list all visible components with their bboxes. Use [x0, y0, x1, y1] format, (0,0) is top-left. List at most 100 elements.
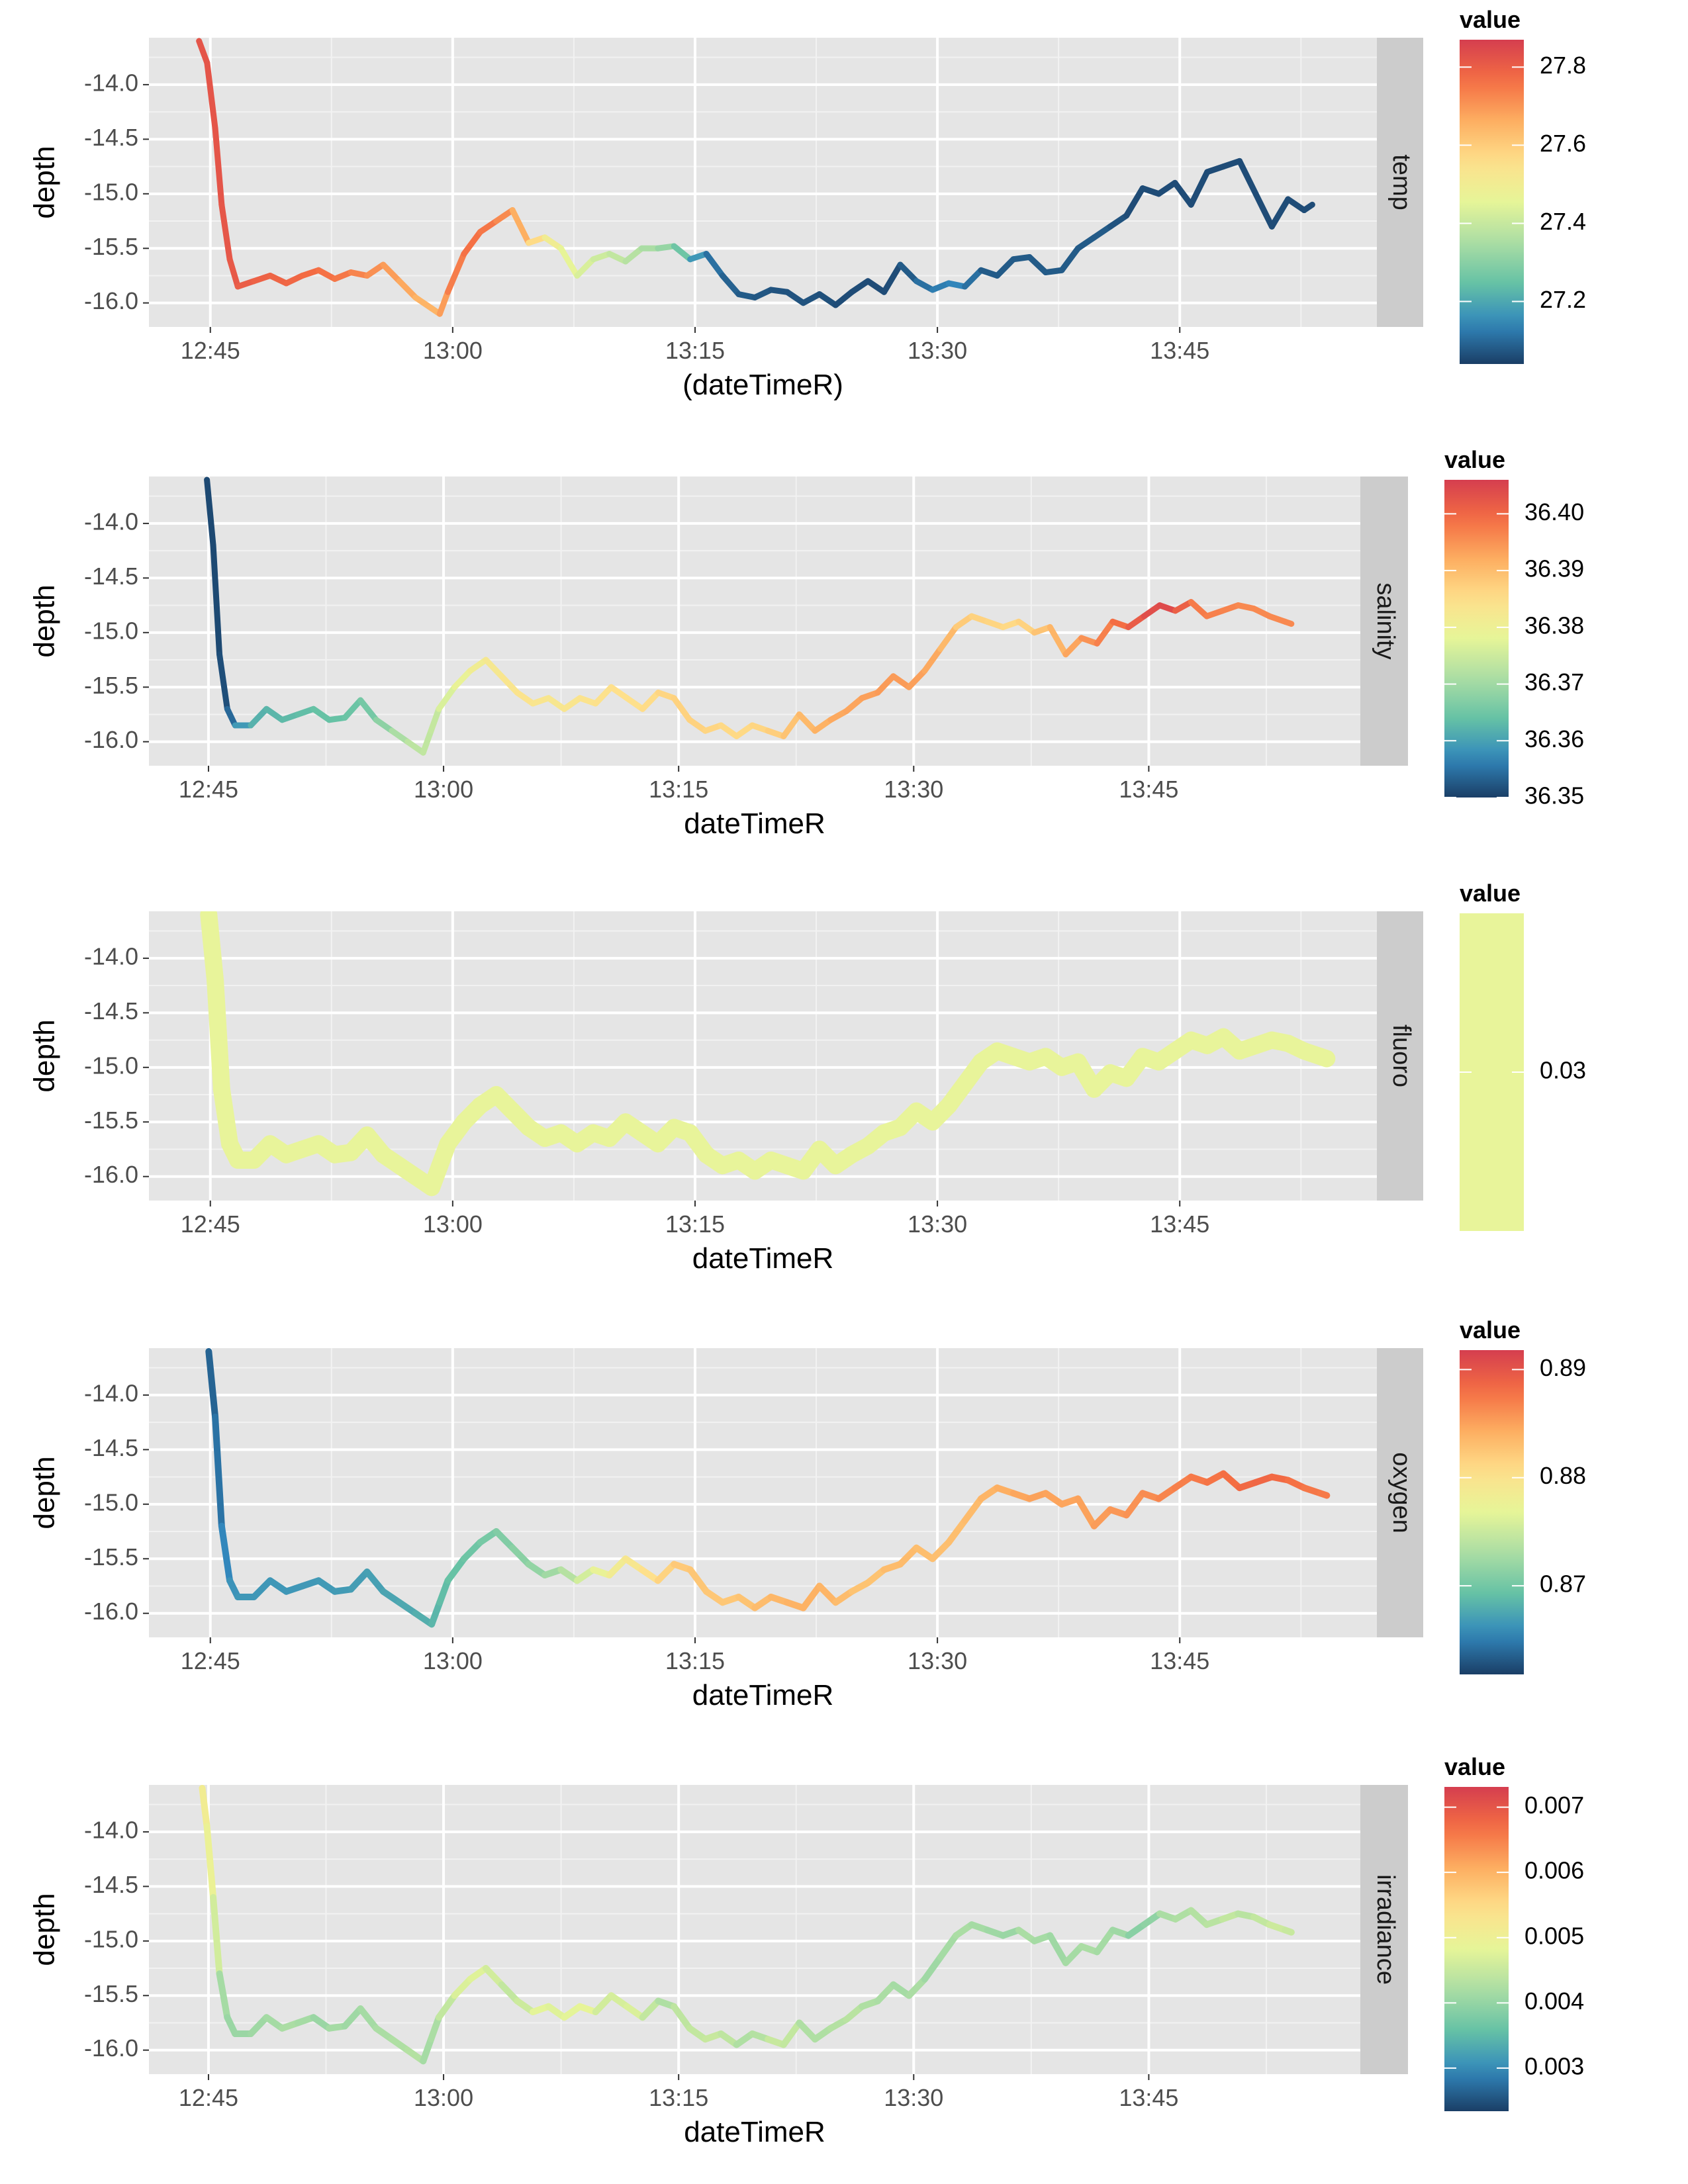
data-segment: [561, 695, 583, 712]
x-tick-label: 13:15: [665, 337, 725, 364]
data-segment: [953, 613, 975, 631]
data-segment: [226, 256, 241, 290]
data-segment: [719, 272, 742, 298]
data-segment: [204, 477, 216, 549]
data-segment: [1282, 618, 1295, 627]
x-tick-label: 13:45: [1150, 1647, 1209, 1674]
data-segment: [436, 1577, 451, 1606]
data-segment: [436, 289, 451, 317]
data-segment: [654, 1561, 678, 1584]
legend-tick-label: 36.39: [1524, 555, 1584, 582]
data-segment: [686, 717, 708, 734]
x-axis-title: dateTimeR: [692, 1679, 834, 1711]
x-tick-label: 13:45: [1150, 1210, 1209, 1238]
data-segment: [210, 1893, 223, 1978]
y-tick-label: -14.0: [84, 1816, 138, 1843]
chart-irradiance: irradiance 12:45 13:00 13:15 13:30 13:45 -14.0…: [28, 1753, 1584, 2148]
data-segment: [913, 278, 936, 293]
data-segment: [1090, 1506, 1114, 1529]
data-segment: [420, 727, 434, 756]
y-tick-label: -14.5: [84, 997, 138, 1024]
x-tick-label: 13:45: [1119, 776, 1178, 803]
x-tick-label: 13:00: [414, 2084, 473, 2111]
data-segment: [363, 1569, 387, 1595]
data-segment: [1047, 624, 1069, 658]
x-tick-label: 13:00: [423, 1210, 483, 1238]
data-segment: [310, 705, 332, 723]
y-tick-label: -15.5: [84, 672, 138, 699]
data-segment: [545, 695, 567, 712]
legend-tick-label: 0.007: [1524, 1792, 1584, 1819]
chart-fluoro: fluoro 12:45 13:00 13:15 13:30 13:45 -14.0 -14.…: [28, 880, 1586, 1275]
y-tick-label: -14.0: [84, 942, 138, 970]
x-tick-label: 13:30: [908, 337, 967, 364]
legend-tick-label: 0.89: [1540, 1354, 1586, 1381]
facet-label: oxygen: [1387, 1452, 1415, 1533]
data-segment: [733, 722, 755, 739]
data-segment: [874, 1981, 897, 2005]
x-tick-label: 13:00: [423, 1647, 483, 1674]
data-segment: [1188, 599, 1210, 619]
x-tick-label: 12:45: [179, 776, 238, 803]
data-segment: [509, 1544, 532, 1568]
data-segment: [205, 1348, 219, 1420]
legend-title: value: [1460, 1316, 1521, 1343]
legend-tick-label: 36.37: [1524, 668, 1584, 696]
y-axis-title: depth: [28, 146, 61, 218]
data-segment: [218, 1522, 234, 1584]
y-tick-label: -15.0: [84, 1925, 138, 1952]
data-segment: [671, 695, 693, 723]
x-tick-label: 13:15: [649, 2084, 708, 2111]
chart-salinity: salinity 12:45 13:00 13:15 13:30 13:45 -14.0 -1…: [28, 446, 1584, 840]
y-tick-label: -16.0: [84, 726, 138, 753]
data-segment: [412, 294, 435, 312]
data-segment: [467, 657, 489, 674]
data-segment: [1268, 196, 1291, 230]
data-segment: [780, 2019, 803, 2048]
data-segment: [592, 1992, 615, 2016]
data-segment: [1155, 179, 1178, 197]
x-tick-label: 12:45: [179, 2084, 238, 2111]
data-segment: [1047, 1932, 1069, 1966]
legend-colorbar: [1444, 1787, 1509, 2111]
data-segment: [1125, 613, 1147, 631]
data-segment: [1282, 1927, 1295, 1936]
facet-strip: [1377, 911, 1423, 1201]
data-segment: [1285, 196, 1307, 214]
data-segment: [961, 1495, 985, 1524]
data-segment: [906, 668, 928, 690]
data-series: [199, 1785, 1295, 2065]
data-segment: [896, 1544, 920, 1568]
data-segment: [207, 971, 230, 1098]
data-segment: [482, 1965, 505, 1988]
data-segment: [200, 911, 224, 989]
x-tick-label: 13:45: [1150, 337, 1209, 364]
data-segment: [1317, 1490, 1331, 1499]
facet-strip: [1377, 1348, 1423, 1637]
data-segment: [247, 2014, 270, 2037]
data-segment: [1091, 223, 1113, 241]
legend-tick-label: 0.004: [1524, 1987, 1584, 2015]
data-segment: [498, 1981, 521, 2005]
x-tick-label: 13:00: [414, 776, 473, 803]
data-segment: [1058, 245, 1081, 273]
data-segment: [357, 2005, 380, 2032]
data-segment: [498, 673, 520, 696]
data-segment: [962, 267, 984, 290]
data-series: [204, 477, 1295, 756]
data-segment: [315, 267, 338, 282]
x-axis-title: (dateTimeR): [682, 369, 843, 401]
data-segment: [444, 1555, 467, 1584]
data-segment: [436, 684, 458, 712]
data-segment: [843, 2003, 866, 2023]
data-segment: [843, 695, 865, 715]
data-segment: [460, 1539, 484, 1563]
data-segment: [248, 705, 270, 729]
data-segment: [796, 711, 818, 734]
data-segment: [1074, 234, 1098, 251]
data-segment: [686, 1566, 710, 1595]
y-tick-label: -14.0: [84, 69, 138, 96]
data-segment: [1237, 158, 1259, 197]
data-segment: [216, 651, 230, 712]
